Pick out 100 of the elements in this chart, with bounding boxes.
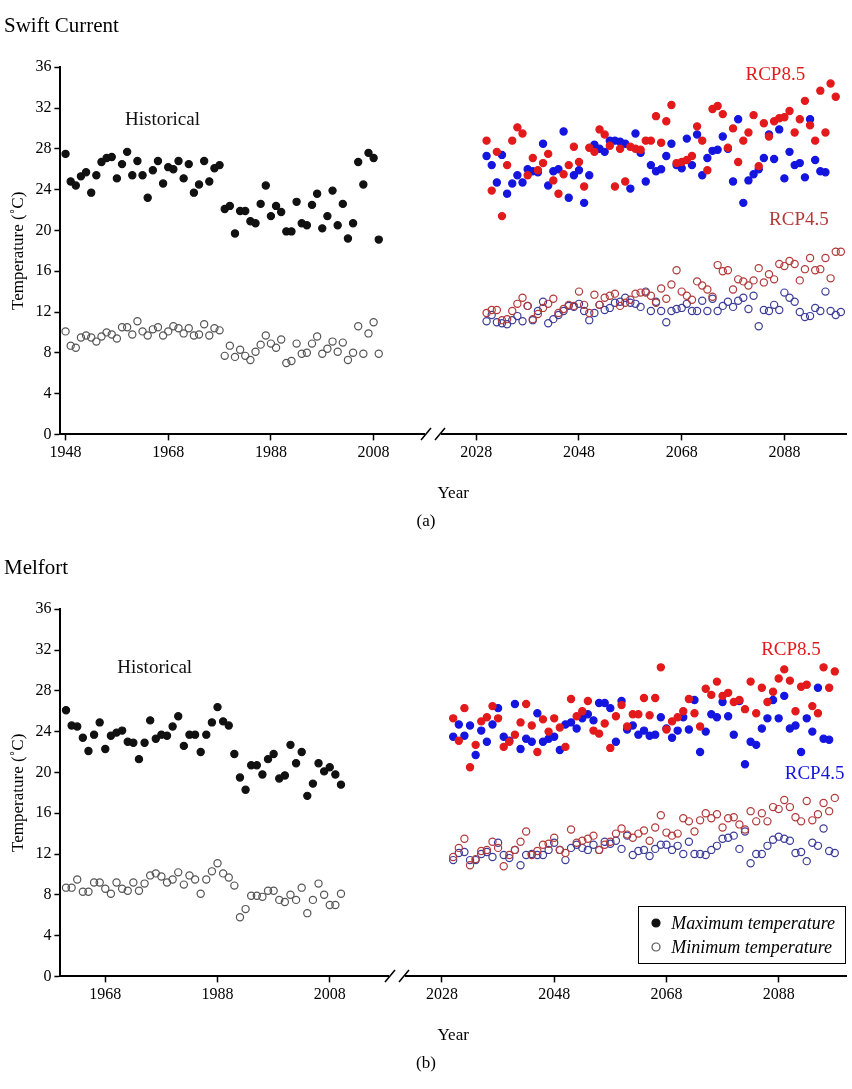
chart-title: Melfort — [4, 555, 69, 580]
x-tick-label: 1968 — [152, 443, 185, 461]
point — [224, 721, 233, 730]
point — [101, 884, 110, 893]
point — [235, 913, 245, 922]
point — [78, 887, 88, 896]
y-tick-label: 0 — [43, 424, 52, 442]
point — [263, 886, 273, 895]
x-tick-label: 2088 — [768, 443, 801, 461]
point — [179, 741, 189, 751]
x-axis-title: Year — [437, 1025, 470, 1045]
x-tick-label: 2088 — [762, 985, 795, 1003]
point — [134, 754, 144, 764]
x-axis-title: Year — [437, 483, 470, 503]
y-tick-label: 12 — [35, 302, 52, 320]
y-tick-label: 20 — [35, 220, 52, 238]
x-tick-label: 1948 — [49, 443, 82, 461]
y-tick-label: 8 — [43, 343, 52, 360]
legend-label: Maximum temperature — [671, 912, 835, 936]
chart-title: Swift Current — [4, 13, 120, 38]
point — [134, 886, 144, 895]
point — [89, 730, 99, 739]
point — [78, 733, 88, 742]
y-tick-label: 8 — [43, 885, 52, 902]
y-tick-label: 36 — [35, 57, 52, 75]
point — [286, 740, 295, 750]
y-tick-label: 4 — [43, 383, 52, 401]
y-tick-label: 16 — [35, 803, 52, 821]
point — [129, 738, 138, 748]
point — [140, 738, 149, 748]
point — [269, 749, 278, 759]
point — [325, 763, 334, 772]
x-tick-label: 2048 — [563, 443, 595, 461]
annotation: RCP8.5 — [745, 62, 806, 84]
point — [230, 749, 239, 759]
point — [336, 889, 346, 898]
point — [246, 891, 256, 901]
point — [84, 887, 93, 896]
point — [95, 878, 104, 887]
point — [308, 895, 318, 905]
point — [235, 773, 245, 782]
point — [224, 873, 233, 882]
x-tick-label: 2068 — [665, 443, 698, 461]
text: (a) — [415, 510, 437, 532]
point — [286, 890, 295, 899]
y-tick-label: 36 — [35, 599, 52, 617]
point — [303, 791, 312, 801]
point — [308, 779, 318, 788]
point — [331, 900, 340, 910]
point — [230, 881, 239, 890]
x-tick-label: 2028 — [460, 443, 493, 461]
y-tick-label: 32 — [35, 98, 52, 116]
point — [168, 875, 177, 884]
point — [218, 717, 228, 726]
y-tick-label: 0 — [43, 966, 52, 984]
point — [319, 890, 329, 899]
point — [297, 747, 306, 757]
point — [162, 731, 172, 740]
point — [291, 895, 301, 905]
point — [101, 744, 110, 754]
x-tick-label: 2008 — [357, 443, 390, 461]
point — [241, 785, 250, 794]
annotation: RCP8.5 — [761, 637, 821, 659]
x-tick-label: 1988 — [254, 443, 287, 461]
y-tick-label: 20 — [35, 762, 52, 780]
y-axis-title: Temperature (˚C) — [7, 733, 27, 852]
point — [241, 904, 250, 914]
point — [202, 730, 211, 739]
y-tick-label: 32 — [35, 640, 52, 658]
annotation: Historical — [117, 655, 193, 677]
point — [314, 879, 323, 888]
point — [325, 900, 334, 910]
point — [291, 759, 301, 768]
point — [123, 886, 132, 895]
x-tick-label: 1988 — [201, 985, 234, 1003]
point — [174, 712, 183, 721]
point — [106, 889, 116, 898]
y-tick-label: 28 — [35, 681, 52, 698]
y-tick-label: 4 — [43, 925, 52, 943]
y-axis-title: Temperature (˚C) — [7, 191, 27, 310]
point — [190, 875, 200, 884]
x-tick-label: 2048 — [538, 985, 571, 1003]
point — [336, 780, 346, 789]
point — [275, 774, 284, 783]
point — [314, 759, 323, 768]
y-tick-label: 12 — [35, 844, 52, 862]
point — [145, 716, 155, 725]
point — [213, 858, 222, 868]
point — [213, 702, 222, 712]
point — [218, 869, 228, 878]
point — [151, 869, 160, 878]
x-tick-label: 2068 — [650, 985, 683, 1003]
legend-label: Minimum temperature — [671, 936, 833, 960]
point — [157, 872, 166, 881]
text: (b) — [415, 1052, 437, 1074]
point — [258, 770, 267, 779]
point — [145, 871, 155, 880]
point — [162, 878, 172, 887]
point — [196, 889, 205, 898]
point — [73, 875, 82, 884]
